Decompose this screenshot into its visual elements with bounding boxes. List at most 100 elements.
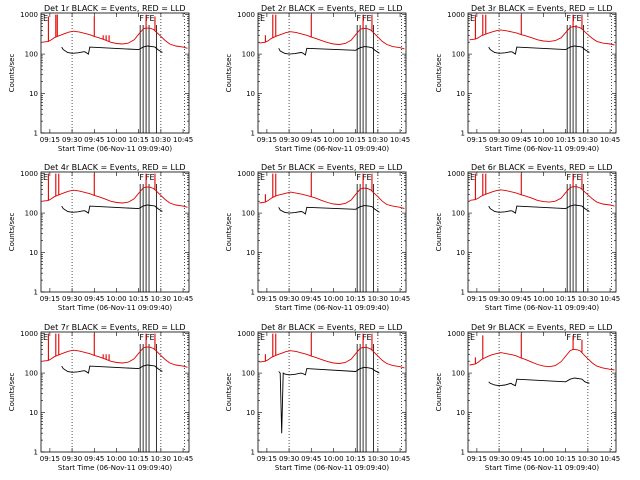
y-axis-label: Counts/sec bbox=[8, 373, 16, 412]
y-tick-label: 1000 bbox=[237, 170, 255, 178]
panel-title: Det 9r BLACK = Events, RED = LLD bbox=[471, 323, 613, 332]
x-axis-label: Start Time (06-Nov-11 09:09:40) bbox=[485, 304, 599, 312]
x-tick-label: 09:15 bbox=[257, 455, 277, 463]
y-tick-label: 100 bbox=[25, 51, 38, 59]
x-tick-label: 10:45 bbox=[600, 455, 620, 463]
panel-title: Det 7r BLACK = Events, RED = LLD bbox=[44, 323, 186, 332]
events-series-line bbox=[61, 204, 163, 214]
y-tick-label: 100 bbox=[25, 210, 38, 218]
x-tick-label: 10:30 bbox=[151, 455, 171, 463]
x-tick-label: 10:30 bbox=[151, 136, 171, 144]
panel-title: Det 3r BLACK = Events, RED = LLD bbox=[471, 4, 613, 13]
x-tick-label: 09:30 bbox=[489, 136, 509, 144]
x-tick-label: 10:00 bbox=[323, 455, 343, 463]
flag-label: E bbox=[149, 333, 154, 342]
flag-label: E bbox=[366, 173, 371, 182]
events-series-line bbox=[278, 366, 380, 434]
x-tick-label: 10:30 bbox=[368, 455, 388, 463]
x-tick-label: 09:15 bbox=[467, 455, 487, 463]
events-series-line bbox=[488, 204, 590, 214]
panel-det-5: Det 5r BLACK = Events, RED = LLD 1 10 100 10… bbox=[225, 163, 410, 312]
panel-det-9: Det 9r BLACK = Events, RED = LLD 1 10 100 10… bbox=[435, 323, 620, 472]
flag-label: F bbox=[362, 14, 367, 23]
plot-frame bbox=[40, 12, 190, 134]
y-tick-label: 1000 bbox=[20, 330, 38, 338]
lld-series-line bbox=[259, 346, 405, 369]
y-axis-label: Counts/sec bbox=[225, 54, 233, 93]
x-tick-label: 09:45 bbox=[84, 136, 104, 144]
panel-det-8: Det 8r BLACK = Events, RED = LLD 1 10 100 10… bbox=[225, 323, 410, 472]
flag-label: F bbox=[356, 173, 361, 182]
x-tick-label: 09:45 bbox=[301, 136, 321, 144]
x-tick-label: 10:00 bbox=[533, 295, 553, 303]
x-tick-label: 09:30 bbox=[62, 455, 82, 463]
panel-title: Det 8r BLACK = Events, RED = LLD bbox=[261, 323, 403, 332]
x-axis-label: Start Time (06-Nov-11 09:09:40) bbox=[58, 464, 172, 472]
flag-label: F bbox=[566, 173, 571, 182]
panel-det-4: Det 4r BLACK = Events, RED = LLD 1 10 100 10… bbox=[8, 163, 193, 312]
x-tick-label: 09:30 bbox=[279, 295, 299, 303]
plot-frame bbox=[40, 331, 190, 453]
panel-det-1: Det 1r BLACK = Events, RED = LLD 1 10 100 10… bbox=[8, 4, 193, 153]
y-tick-label: 1000 bbox=[237, 330, 255, 338]
y-tick-label: 10 bbox=[246, 409, 255, 417]
flag-label-left: E bbox=[43, 173, 48, 182]
y-tick-label: 100 bbox=[242, 370, 255, 378]
y-tick-label: 10 bbox=[29, 90, 38, 98]
x-tick-label: 10:30 bbox=[368, 295, 388, 303]
flag-label: E bbox=[576, 333, 581, 342]
flag-label-left: E bbox=[470, 333, 475, 342]
y-tick-label: 100 bbox=[452, 210, 465, 218]
plot-frame bbox=[257, 12, 407, 134]
plot-frame bbox=[257, 331, 407, 453]
y-tick-label: 1000 bbox=[237, 11, 255, 19]
lld-series-line bbox=[469, 26, 615, 46]
x-tick-label: 09:45 bbox=[511, 455, 531, 463]
x-tick-label: 10:45 bbox=[390, 295, 410, 303]
x-tick-label: 09:15 bbox=[257, 136, 277, 144]
events-series-line bbox=[488, 45, 590, 55]
flag-label: F bbox=[356, 14, 361, 23]
y-tick-label: 1000 bbox=[447, 330, 465, 338]
flag-label-left: E bbox=[43, 333, 48, 342]
lld-series-line bbox=[469, 186, 615, 207]
x-tick-label: 10:15 bbox=[346, 136, 366, 144]
x-tick-label: 10:45 bbox=[600, 295, 620, 303]
events-series-line bbox=[488, 377, 590, 387]
x-tick-label: 09:45 bbox=[301, 295, 321, 303]
events-series-line bbox=[61, 364, 163, 374]
flag-label: E bbox=[149, 173, 154, 182]
panel-title: Det 6r BLACK = Events, RED = LLD bbox=[471, 163, 613, 172]
y-axis-label: Counts/sec bbox=[225, 213, 233, 252]
y-tick-label: 10 bbox=[29, 249, 38, 257]
y-axis-label: Counts/sec bbox=[435, 54, 443, 93]
flag-label: F bbox=[566, 14, 571, 23]
x-axis-label: Start Time (06-Nov-11 09:09:40) bbox=[275, 145, 389, 153]
y-tick-label: 1000 bbox=[20, 170, 38, 178]
x-axis-label: Start Time (06-Nov-11 09:09:40) bbox=[58, 304, 172, 312]
x-tick-label: 10:15 bbox=[556, 455, 576, 463]
x-axis-label: Start Time (06-Nov-11 09:09:40) bbox=[485, 145, 599, 153]
flag-label: F bbox=[356, 333, 361, 342]
y-tick-label: 1 bbox=[251, 130, 255, 138]
x-tick-label: 10:15 bbox=[556, 295, 576, 303]
x-tick-label: 09:45 bbox=[84, 455, 104, 463]
x-tick-label: 09:30 bbox=[279, 455, 299, 463]
y-tick-label: 10 bbox=[456, 90, 465, 98]
y-axis-label: Counts/sec bbox=[435, 373, 443, 412]
flag-label: F bbox=[139, 173, 144, 182]
y-tick-label: 10 bbox=[29, 409, 38, 417]
x-tick-label: 10:45 bbox=[173, 136, 193, 144]
x-tick-label: 09:15 bbox=[257, 295, 277, 303]
x-tick-label: 10:30 bbox=[368, 136, 388, 144]
y-tick-label: 1000 bbox=[447, 170, 465, 178]
y-tick-label: 1 bbox=[461, 449, 465, 457]
flag-label: E bbox=[576, 14, 581, 23]
events-series-line bbox=[278, 46, 380, 56]
panel-det-3: Det 3r BLACK = Events, RED = LLD 1 10 100 10… bbox=[435, 4, 620, 153]
panel-title: Det 4r BLACK = Events, RED = LLD bbox=[44, 163, 186, 172]
flag-label-left: E bbox=[260, 173, 265, 182]
x-tick-label: 10:15 bbox=[346, 295, 366, 303]
